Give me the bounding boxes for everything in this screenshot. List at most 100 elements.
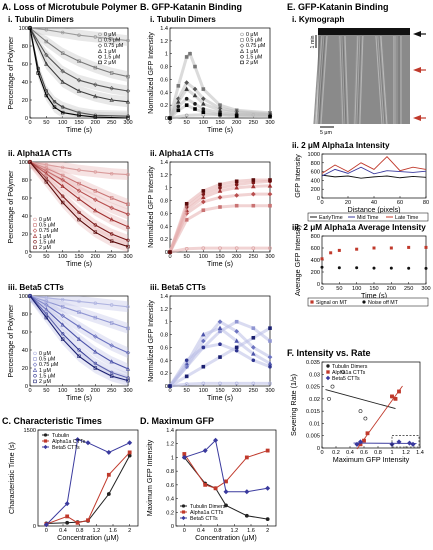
data-point <box>337 248 341 252</box>
y-tick-label: 1 <box>165 186 168 192</box>
series-line <box>29 27 129 42</box>
data-point <box>184 358 189 363</box>
x-tick-label: 0.6 <box>360 450 368 456</box>
y-tick-label: 0.01 <box>309 421 320 427</box>
y-tick-label: 20 <box>22 366 28 372</box>
y-tick-label: 0.03 <box>309 372 320 378</box>
data-point <box>109 172 114 176</box>
kymograph-streak <box>314 35 322 125</box>
y-tick-label: 0 <box>317 196 320 202</box>
data-point <box>60 305 65 309</box>
y-tick-label: 40 <box>22 348 28 354</box>
data-point <box>77 354 81 358</box>
data-point <box>267 191 273 197</box>
data-point <box>76 188 82 194</box>
x-tick-label: 50 <box>184 388 190 394</box>
error-band <box>30 296 128 386</box>
x-tick-label: 150 <box>74 254 83 260</box>
legend-label: 1.5 μM <box>104 54 120 60</box>
y-tick-label: 0.2 <box>160 103 168 109</box>
data-point <box>424 266 428 270</box>
heading-E: E. GFP-Katanin Binding <box>287 2 389 12</box>
x-tick-label: 50 <box>43 254 49 260</box>
time-arrow-icon <box>413 31 421 37</box>
data-point <box>181 454 187 460</box>
heading-Biii: iii. Beta5 CTTs <box>150 283 206 292</box>
data-point <box>109 374 114 378</box>
data-point <box>176 84 181 88</box>
legend-label: Alpha1a CTTs <box>190 510 224 516</box>
data-point <box>77 113 81 118</box>
data-point <box>126 305 130 309</box>
legend-marker <box>181 510 186 514</box>
data-point <box>224 503 228 508</box>
data-point <box>44 171 49 176</box>
data-point <box>168 384 172 388</box>
x-tick-label: 60 <box>397 200 403 206</box>
error-band <box>30 162 128 246</box>
x-tick-label: 1.6 <box>109 528 117 534</box>
data-point <box>268 178 272 182</box>
y-tick-label: 200 <box>311 187 320 193</box>
data-point <box>77 310 81 314</box>
legend-label: Alpha1a CTTs <box>52 439 86 445</box>
series-line <box>29 295 129 382</box>
time-arrow-icon <box>413 115 421 121</box>
data-point <box>126 116 130 120</box>
data-point <box>201 107 206 111</box>
data-point <box>251 335 256 340</box>
data-point <box>44 166 49 170</box>
data-point <box>265 485 271 491</box>
data-point <box>251 178 256 182</box>
legend-marker <box>325 375 331 381</box>
kymograph-streak <box>318 35 326 125</box>
chart-C: 0 0.4 0.8 1.2 1.6 2 0 1500 Concentration (μM) Cha… <box>7 428 139 542</box>
plot-frame <box>169 27 271 119</box>
data-point <box>389 246 393 250</box>
data-point <box>363 416 368 421</box>
x-tick-label: 200 <box>232 254 241 260</box>
heading-Aii: ii. Alpha1A CTTs <box>8 149 72 158</box>
heading-Ei: i. Kymograph <box>292 15 344 24</box>
plot-frame <box>175 429 277 527</box>
legend-marker <box>239 43 245 48</box>
data-point <box>77 59 81 64</box>
legend-marker <box>98 60 102 65</box>
data-point <box>372 266 376 270</box>
kymograph-streak <box>360 35 365 125</box>
chart-F: 0 0.2 0.4 0.6 0.8 1 1.2 1.4 0 0.005 0.01 0.015 0.02 0… <box>289 360 424 464</box>
y-axis-label: Normalized GFP Intensity <box>146 166 155 248</box>
data-point <box>217 194 223 200</box>
y-tick-label: 0 <box>25 384 28 390</box>
y-tick-label: 100 <box>19 294 28 300</box>
x-tick-label: 150 <box>74 120 83 126</box>
data-point <box>410 441 416 447</box>
data-point <box>109 232 114 236</box>
y-tick-label: 0.8 <box>160 65 168 71</box>
data-point <box>75 437 81 443</box>
data-point <box>76 336 82 341</box>
x-tick-label: 100 <box>199 388 208 394</box>
y-tick-label: 20 <box>22 232 28 238</box>
y-tick-label: 0.6 <box>160 77 168 83</box>
data-point <box>125 224 131 229</box>
data-point <box>109 343 114 348</box>
x-tick-label: 50 <box>184 254 190 260</box>
plot-frame <box>321 235 427 285</box>
data-point <box>234 193 240 198</box>
data-point <box>106 472 111 477</box>
y-tick-label: 1.2 <box>166 442 174 448</box>
data-point <box>372 246 376 250</box>
data-point <box>44 312 49 316</box>
chart-Bi: 0 50 100 150 200 250 300 0 0.2 0.4 0.6 0.8 1 1.2 1.4 Ti… <box>146 26 275 134</box>
fit-line <box>356 385 403 450</box>
series-line <box>184 439 268 493</box>
data-point <box>109 71 114 75</box>
legend-label: 0 μM <box>104 32 116 38</box>
heading-Bi: i. Tubulin Dimers <box>150 15 216 24</box>
legend-marker <box>32 362 38 367</box>
data-point <box>44 307 49 312</box>
data-point <box>126 238 130 243</box>
data-point <box>184 103 189 107</box>
data-point <box>109 205 114 211</box>
